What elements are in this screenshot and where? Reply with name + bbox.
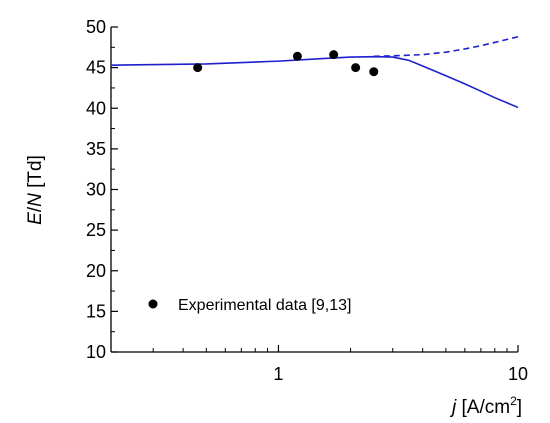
data-point [351,63,361,73]
data-point [369,67,379,77]
series-layer [110,35,519,109]
x-axis-title-var: j [449,397,457,418]
x-axis-title-sup: 2 [510,394,517,408]
x-axis-title: j [A/cm2] [449,394,522,418]
data-point [329,50,339,60]
y-tick-label: 30 [86,180,106,200]
data-point [292,51,302,61]
axes: 10 15 20 25 30 35 40 45 50 1 10 [86,17,528,384]
x-tick-label: 1 [273,364,283,384]
y-axis-title-unit: [Td] [25,155,46,193]
y-tick-label: 15 [86,301,106,321]
legend-label: Experimental data [9,13] [178,297,351,314]
y-axis-title-slash: / [25,206,46,212]
dashed-series-line [373,35,519,58]
y-axis-title-var1: E [25,212,46,225]
y-tick-label: 25 [86,220,106,240]
y-tick-label: 40 [86,98,106,118]
y-axis-title-var2: N [25,193,46,207]
y-tick-label: 45 [86,58,106,78]
data-point [193,63,203,73]
legend: Experimental data [9,13] [148,297,351,314]
x-axis-title-unit: [A/cm [456,397,510,418]
solid-series-line [110,55,519,109]
x-axis-title-close: ] [517,397,522,418]
x-tick-label: 10 [508,364,528,384]
y-tick-label: 10 [86,342,106,362]
y-axis-title: E/N [Td] [25,155,46,225]
y-tick-label: 20 [86,261,106,281]
y-tick-label: 50 [86,17,106,37]
legend-marker [148,299,158,309]
y-tick-label: 35 [86,139,106,159]
